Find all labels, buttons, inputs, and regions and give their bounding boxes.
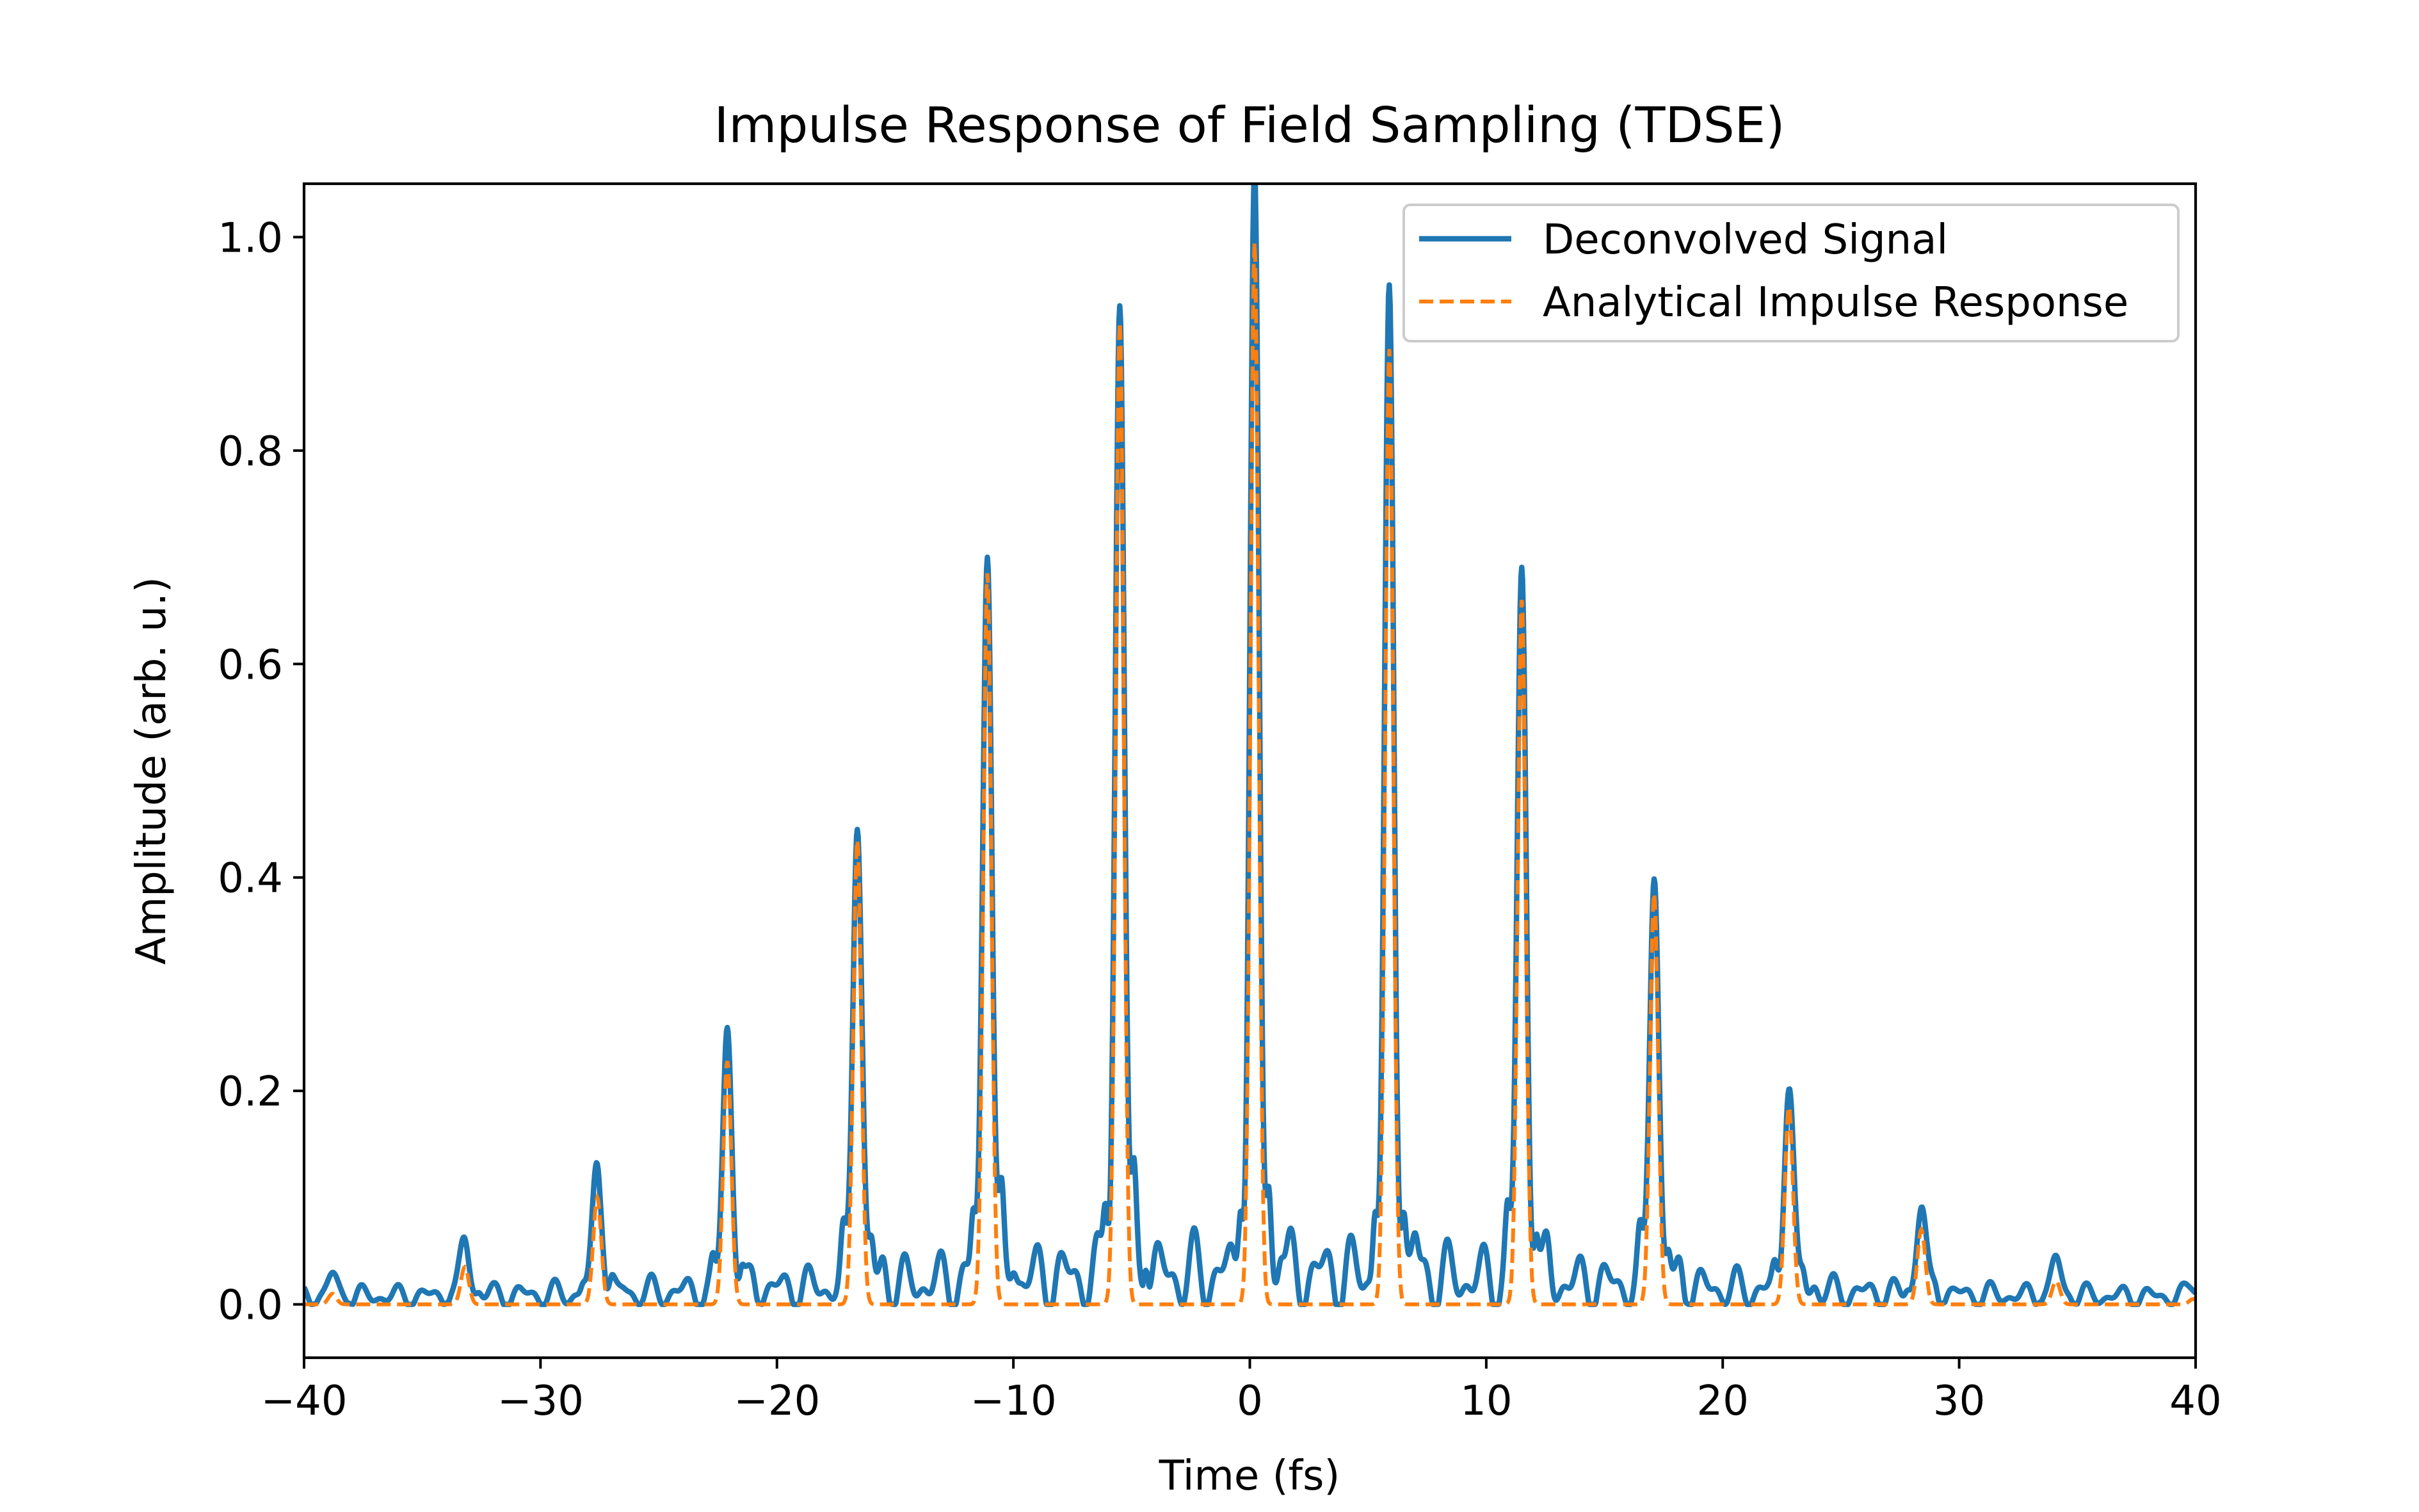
y-tick-label: 1.0 (218, 214, 283, 262)
x-tick-label: −20 (734, 1378, 820, 1425)
x-tick-label: 0 (1237, 1378, 1263, 1425)
y-axis-label: Amplitude (arb. u.) (128, 577, 175, 965)
y-tick-label: 0.0 (218, 1282, 283, 1330)
x-tick-label: 30 (1933, 1378, 1985, 1425)
x-tick-label: 40 (2169, 1378, 2221, 1425)
chart-title: Impulse Response of Field Sampling (TDSE… (714, 97, 1785, 154)
axes-frame (302, 182, 2198, 1360)
x-tick-label: −40 (261, 1378, 347, 1425)
x-axis: −40 −30 −20 −10 0 10 20 30 40 (261, 1358, 2222, 1425)
x-axis-label: Time (fs) (1159, 1452, 1340, 1500)
x-tick-label: −30 (497, 1378, 584, 1425)
y-tick-label: 0.2 (218, 1068, 283, 1116)
x-tick-label: 10 (1460, 1378, 1512, 1425)
y-axis: 0.0 0.2 0.4 0.6 0.8 1.0 (218, 214, 304, 1330)
y-tick-label: 0.8 (218, 428, 283, 476)
x-tick-label: −10 (970, 1378, 1057, 1425)
legend-label-deconvolved: Deconvolved Signal (1543, 216, 1948, 264)
y-tick-label: 0.6 (218, 641, 283, 689)
plot-area (304, 184, 2196, 1307)
series-line-analytical (304, 242, 2196, 1307)
legend: Deconvolved Signal Analytical Impulse Re… (1402, 204, 2180, 342)
y-tick-label: 0.4 (218, 855, 283, 903)
x-tick-label: 20 (1697, 1378, 1749, 1425)
legend-label-analytical: Analytical Impulse Response (1543, 279, 2128, 326)
legend-frame (1402, 204, 2180, 342)
